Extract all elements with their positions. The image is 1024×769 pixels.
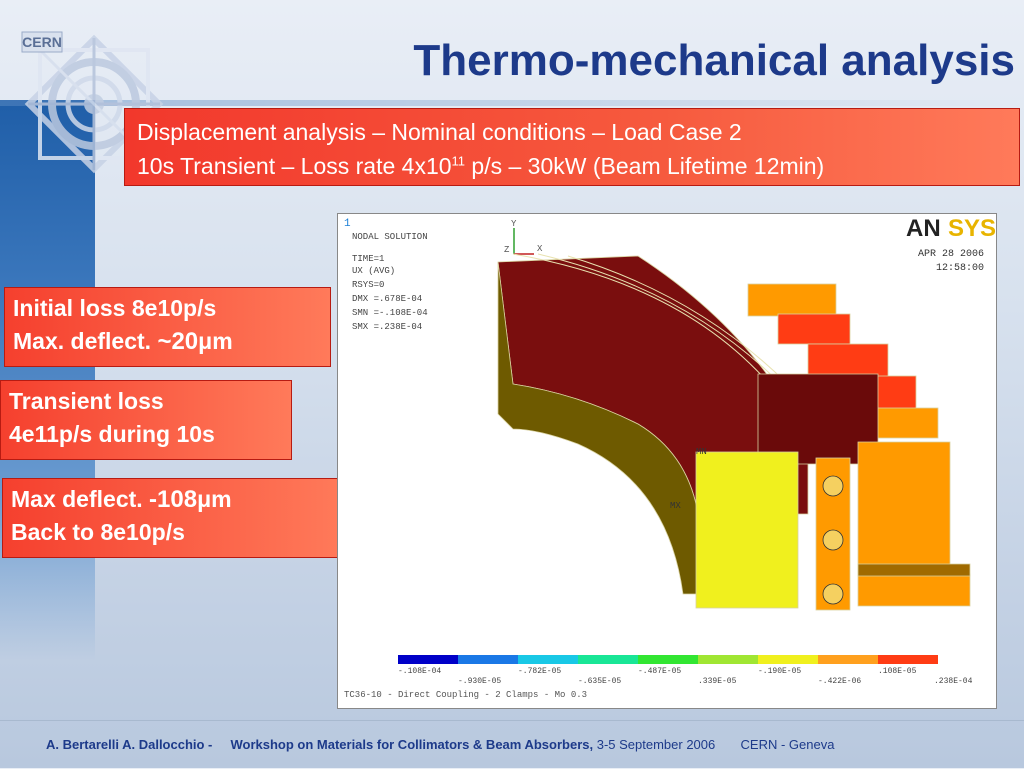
callout-initial-loss: Initial loss 8e10p/s Max. deflect. ~20μm — [4, 287, 331, 367]
svg-text:SYS: SYS — [948, 215, 996, 242]
svg-text:-.422E-06: -.422E-06 — [818, 677, 861, 686]
svg-text:Z: Z — [504, 245, 510, 255]
svg-text:TIME=1: TIME=1 — [352, 254, 384, 264]
page-title: Thermo-mechanical analysis — [413, 36, 1015, 85]
subtitle-line-1: Displacement analysis – Nominal conditio… — [137, 119, 742, 145]
callout-transient-loss: Transient loss 4e11p/s during 10s — [0, 380, 292, 460]
legend-swatch — [518, 655, 578, 664]
callout-max-deflect: Max deflect. -108μm Back to 8e10p/s — [2, 478, 344, 558]
legend-swatch — [878, 655, 938, 664]
legend-swatch — [698, 655, 758, 664]
plot-caption: TC36-10 - Direct Coupling - 2 Clamps - M… — [344, 690, 587, 700]
color-legend-bar — [398, 655, 938, 664]
ansys-result-panel: 1 NODAL SOLUTION TIME=1 UX (AVG) RSYS=0 … — [337, 213, 997, 709]
svg-text:UX (AVG): UX (AVG) — [352, 266, 395, 276]
cern-logo: CERN — [21, 31, 164, 174]
legend-swatch — [818, 655, 878, 664]
window-number: 1 — [344, 218, 351, 230]
legend-tick-labels: -.108E-04 -.782E-05 -.487E-05 -.190E-05 … — [398, 667, 973, 686]
svg-text:CERN: CERN — [22, 34, 62, 50]
footer: A. Bertarelli A. Dallocchio - Workshop o… — [0, 720, 1024, 769]
max-marker-label: MX — [670, 501, 681, 511]
svg-text:-.190E-05: -.190E-05 — [758, 667, 801, 676]
svg-text:-.635E-05: -.635E-05 — [578, 677, 621, 686]
min-marker-label: MN — [696, 447, 707, 457]
svg-text:AN: AN — [906, 215, 941, 242]
top-decor-band — [0, 100, 1024, 106]
fea-plot: 1 NODAL SOLUTION TIME=1 UX (AVG) RSYS=0 … — [344, 215, 996, 700]
svg-text:NODAL SOLUTION: NODAL SOLUTION — [352, 232, 428, 242]
subtitle-line-2: 10s Transient – Loss rate 4x1011 p/s – 3… — [137, 153, 825, 179]
legend-swatch — [578, 655, 638, 664]
svg-text:X: X — [537, 244, 543, 254]
legend-swatch — [758, 655, 818, 664]
subtitle-box: Displacement analysis – Nominal conditio… — [124, 108, 1020, 186]
axis-triad-icon: Y Z X — [504, 219, 543, 255]
svg-text:SMN =-.108E-04: SMN =-.108E-04 — [352, 308, 428, 318]
solution-text-block: NODAL SOLUTION TIME=1 UX (AVG) RSYS=0 DM… — [352, 232, 428, 332]
time-label: 12:58:00 — [936, 263, 984, 274]
date-label: APR 28 2006 — [918, 249, 984, 260]
fea-model — [497, 253, 971, 611]
ansys-logo: AN SYS — [906, 215, 996, 242]
svg-text:.339E-05: .339E-05 — [698, 677, 737, 686]
svg-text:Y: Y — [511, 219, 517, 229]
legend-swatch — [638, 655, 698, 664]
svg-text:-.108E-04: -.108E-04 — [398, 667, 441, 676]
svg-text:RSYS=0: RSYS=0 — [352, 280, 384, 290]
svg-text:.238E-04: .238E-04 — [934, 677, 973, 686]
footer-text: A. Bertarelli A. Dallocchio - Workshop o… — [46, 737, 835, 752]
svg-text:-.487E-05: -.487E-05 — [638, 667, 681, 676]
svg-text:-.782E-05: -.782E-05 — [518, 667, 561, 676]
svg-text:.108E-05: .108E-05 — [878, 667, 917, 676]
legend-swatch — [398, 655, 458, 664]
legend-swatch — [458, 655, 518, 664]
svg-text:DMX =.678E-04: DMX =.678E-04 — [352, 294, 422, 304]
svg-text:-.930E-05: -.930E-05 — [458, 677, 501, 686]
svg-text:SMX =.238E-04: SMX =.238E-04 — [352, 322, 422, 332]
